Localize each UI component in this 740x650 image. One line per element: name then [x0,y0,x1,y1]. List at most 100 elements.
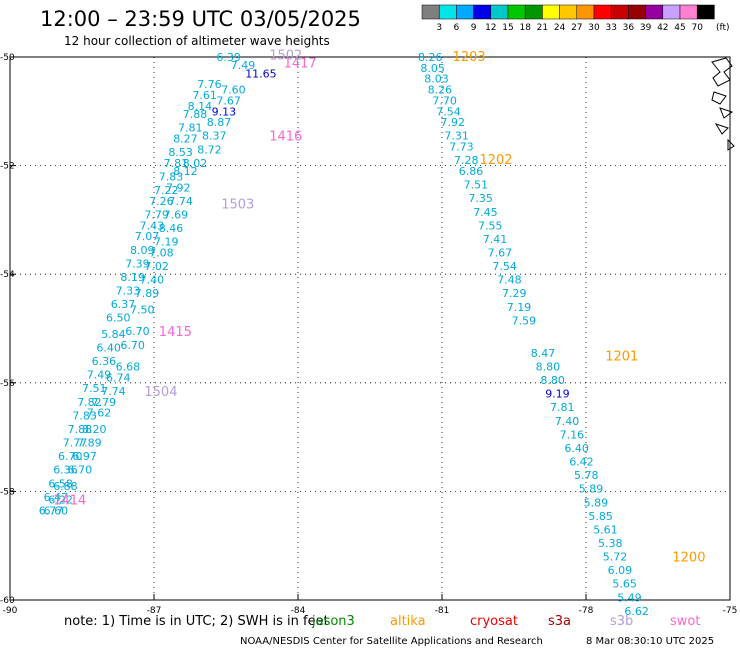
x-tick-label: -78 [579,606,594,616]
wave-height-value: 6.39 [216,51,241,64]
grid [10,57,730,600]
wave-height-value: 5.89 [584,496,609,509]
wave-height-value: 7.49 [231,59,256,72]
y-axis: -50 -52 -54 -56 -58 -60 [0,53,16,606]
wave-height-value: 6.09 [608,564,633,577]
pass-time-label: 1415 [159,325,192,340]
colorbar-label: 9 [471,23,477,33]
x-axis: -90 -87 -84 -81 -78 -75 [3,594,737,616]
y-tick-label: -60 [0,596,15,606]
colorbar-swatch [576,4,595,20]
colorbar: 3 6 9 12 15 18 21 24 27 30 33 36 39 42 45 70 [421,4,715,33]
colorbar-label: 21 [537,23,548,33]
colorbar-label: 27 [571,23,582,33]
wave-height-value: 8.80 [536,361,561,374]
wave-height-value: 8.05 [420,62,445,75]
wave-height-value: 5.84 [101,328,126,341]
pass-time-label: 1502 [269,48,302,63]
satellite-legend: jason3 altika cryosat s3a s3b swot [311,614,700,629]
wave-height-value: 7.81 [550,401,575,414]
wave-height-value: 7.83 [72,409,97,422]
wave-height-value: 7.67 [488,246,512,259]
wave-height-value: 6.88 [53,480,77,493]
legend-item: s3a [548,614,571,629]
y-tick-label: -52 [0,162,15,172]
wave-height-value: 6.62 [624,605,649,618]
wave-height-value: 7.07 [135,230,160,243]
pass-time-label: 1201 [605,350,638,365]
wave-height-value: 6.47 [44,491,69,504]
colorbar-swatch [421,4,440,20]
colorbar-swatch [473,4,492,20]
colorbar-swatch [593,4,612,20]
wave-height-value: 5.78 [574,469,599,482]
wave-height-value: 7.54 [492,260,517,273]
wave-height-value: 7.51 [464,179,489,192]
wave-height-value: 5.38 [598,537,623,550]
y-tick-label: -56 [0,379,15,389]
wave-height-value: 5.49 [617,591,642,604]
colorbar-swatch [696,4,715,20]
wave-height-value: 7.19 [154,236,179,249]
x-tick-label: -87 [147,606,162,616]
wave-height-value: 6.68 [116,361,141,374]
wave-height-value: 6.86 [459,165,484,178]
colorbar-swatch [559,4,578,20]
wave-height-value: 6.40 [96,342,121,355]
wave-height-value: 6.36 [53,464,77,477]
pass-time-label: 1200 [672,551,705,566]
colorbar-swatch [662,4,681,20]
wave-height-value: 7.60 [221,84,246,97]
wave-height-value: 7.41 [483,233,508,246]
wave-height-value: 7.51 [82,382,107,395]
legend-item: jason3 [311,614,355,629]
colorbar-unit: (ft) [716,23,730,33]
wave-height-value: 8.53 [168,146,193,159]
wave-height-value: 7.35 [468,192,493,205]
wave-height-value: 6.42 [569,456,594,469]
wave-height-value: 7.89 [135,287,160,300]
wave-height-value: 7.48 [497,274,522,287]
chart-title: 12:00 – 23:59 UTC 03/05/2025 [40,7,361,31]
colorbar-label: 6 [454,23,460,33]
wave-height-value: 7.70 [432,94,457,107]
wave-height-value: 7.69 [164,208,189,221]
colorbar-label: 45 [674,23,685,33]
wave-height-value: 6.97 [72,450,97,463]
wave-height-value: 8.47 [531,347,556,360]
wave-height-value: 7.74 [168,195,193,208]
wave-height-value: 7.73 [449,141,474,154]
wave-height-value: 7.26 [149,195,174,208]
wave-height-value: 7.31 [444,130,469,143]
wave-height-value: 7.45 [473,206,498,219]
wave-height-value: 6.70 [120,339,144,352]
data-points: 8.268.058.038.267.707.547.927.317.737.28… [39,51,649,618]
wave-height-value: 8.09 [130,244,155,257]
wave-height-value: 7.83 [159,170,184,183]
wave-height-value: 8.46 [159,222,184,235]
wave-height-value: 7.79 [92,396,117,409]
wave-height-value: 7.81 [178,122,203,135]
wave-height-value: 7.40 [140,274,165,287]
wave-height-value: 7.92 [166,181,191,194]
wave-height-value: 8.19 [120,271,144,284]
wave-height-value: 8.26 [428,84,453,97]
wave-height-value: 7.76 [197,78,222,91]
wave-height-value: 6.40 [564,442,589,455]
colorbar-swatch [438,4,457,20]
pass-time-label: 1503 [221,198,254,213]
wave-height-value: 7.59 [512,314,536,327]
wave-height-value: 7.02 [144,260,169,273]
coastline-islands [711,57,735,151]
wave-height-value: 7.28 [454,154,479,167]
colorbar-swatch [628,4,646,20]
wave-height-value: 7.61 [192,89,217,102]
wave-height-value: 8.14 [188,100,213,113]
wave-height-value: 8.03 [424,73,449,86]
legend-item: altika [390,614,426,629]
wave-height-value: 6.74 [106,371,131,384]
colorbar-swatch [645,4,664,20]
wave-height-value: 7.19 [507,301,532,314]
colorbar-label: 24 [554,23,566,33]
